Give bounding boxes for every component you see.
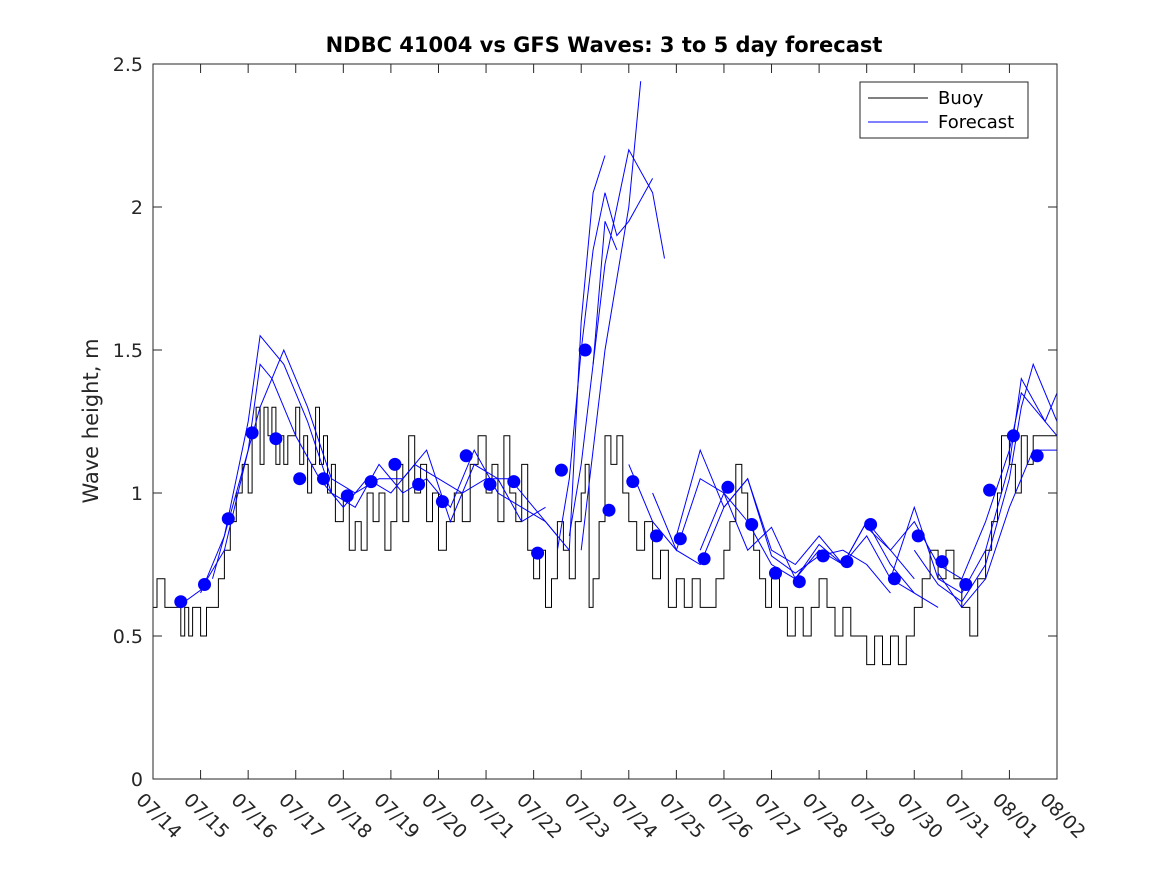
forecast-line-3 — [212, 348, 546, 579]
forecast-marker-6 — [293, 472, 307, 486]
forecast-marker-15 — [507, 475, 521, 489]
forecast-line-15 — [913, 362, 1058, 603]
forecast-marker-28 — [816, 549, 830, 563]
forecast-marker-29 — [840, 555, 854, 569]
y-tick-label: 0.5 — [113, 626, 143, 648]
forecast-marker-17 — [554, 463, 568, 477]
forecast-line-4 — [545, 155, 606, 552]
forecast-marker-13 — [459, 449, 473, 463]
forecast-line-7 — [580, 81, 642, 551]
y-tick-label: 1 — [131, 483, 143, 505]
forecast-marker-35 — [983, 483, 997, 497]
forecast-marker-21 — [650, 529, 663, 543]
forecast-marker-33 — [935, 555, 949, 569]
forecast-marker-30 — [864, 518, 878, 531]
forecast-marker-11 — [412, 477, 426, 491]
forecast-line-13 — [866, 391, 1058, 580]
forecast-marker-3 — [221, 512, 235, 526]
forecast-marker-25 — [745, 518, 759, 531]
forecast-marker-27 — [792, 575, 806, 589]
forecast-line-12 — [699, 491, 915, 580]
legend: Buoy Forecast — [859, 81, 1029, 139]
legend-buoy-label: Buoy — [938, 88, 984, 109]
forecast-marker-32 — [911, 529, 925, 543]
forecast-marker-31 — [887, 572, 901, 586]
forecast-marker-12 — [435, 495, 449, 509]
forecast-line-9 — [628, 464, 891, 594]
forecast-marker-4 — [245, 426, 259, 440]
y-tick-label: 0 — [131, 769, 143, 791]
forecast-marker-22 — [673, 532, 687, 546]
forecast-line-5 — [556, 178, 654, 551]
y-axis-label: Wave height, m — [79, 338, 103, 503]
y-tick-label: 2 — [131, 197, 143, 219]
forecast-marker-16 — [531, 546, 545, 560]
axes-box — [152, 63, 1058, 780]
chart-title: NDBC 41004 vs GFS Waves: 3 to 5 day fore… — [326, 33, 883, 57]
forecast-marker-37 — [1030, 449, 1044, 463]
forecast-marker-36 — [1006, 429, 1020, 443]
forecast-marker-7 — [317, 472, 330, 486]
forecast-markers — [174, 343, 1044, 609]
forecast-marker-24 — [721, 480, 735, 494]
forecast-marker-18 — [578, 343, 592, 357]
forecast-line-10 — [652, 477, 915, 594]
forecast-marker-23 — [697, 552, 711, 566]
forecast-marker-9 — [364, 475, 378, 489]
forecast-marker-34 — [959, 578, 973, 591]
y-tick-label: 2.5 — [113, 54, 143, 76]
forecast-marker-8 — [340, 489, 354, 503]
legend-forecast-label: Forecast — [938, 112, 1014, 133]
forecast-marker-19 — [602, 503, 616, 517]
forecast-line-11 — [675, 448, 939, 608]
forecast-marker-26 — [769, 566, 782, 580]
forecast-marker-10 — [388, 457, 402, 471]
forecast-marker-14 — [483, 477, 497, 491]
forecast-marker-5 — [269, 432, 283, 446]
forecast-marker-2 — [198, 578, 211, 591]
forecast-line-6 — [568, 148, 665, 536]
forecast-line-8 — [592, 221, 618, 365]
forecast-marker-20 — [626, 475, 640, 489]
plot-area — [153, 64, 1057, 779]
y-tick-label: 1.5 — [113, 340, 143, 362]
forecast-marker-1 — [174, 595, 188, 609]
legend-box — [859, 81, 1029, 139]
